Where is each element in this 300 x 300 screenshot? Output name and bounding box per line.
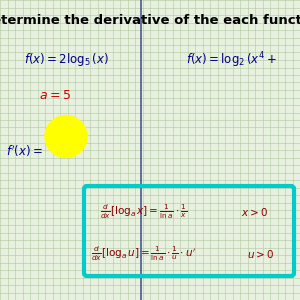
Text: $f'(x) =$: $f'(x) =$ bbox=[6, 144, 43, 159]
Text: $f(x) = \log_2(x^4 +$: $f(x) = \log_2(x^4 +$ bbox=[186, 50, 277, 70]
Circle shape bbox=[45, 116, 87, 158]
Text: $f(x) = 2\log_5(x)$: $f(x) = 2\log_5(x)$ bbox=[24, 52, 109, 68]
Text: Determine the derivative of the each function.: Determine the derivative of the each fun… bbox=[0, 14, 300, 28]
Text: $u>0$: $u>0$ bbox=[248, 248, 274, 260]
Text: $\frac{d}{dx}[\log_a u]=\frac{1}{\ln a}\cdot\frac{1}{u}\cdot u'$: $\frac{d}{dx}[\log_a u]=\frac{1}{\ln a}\… bbox=[92, 244, 196, 263]
Text: $\frac{d}{dx}[\log_a x]=\frac{1}{\ln a}\cdot\frac{1}{x}$: $\frac{d}{dx}[\log_a x]=\frac{1}{\ln a}\… bbox=[100, 202, 188, 221]
Text: $x>0$: $x>0$ bbox=[242, 206, 268, 218]
Text: $a=5$: $a=5$ bbox=[39, 89, 71, 103]
